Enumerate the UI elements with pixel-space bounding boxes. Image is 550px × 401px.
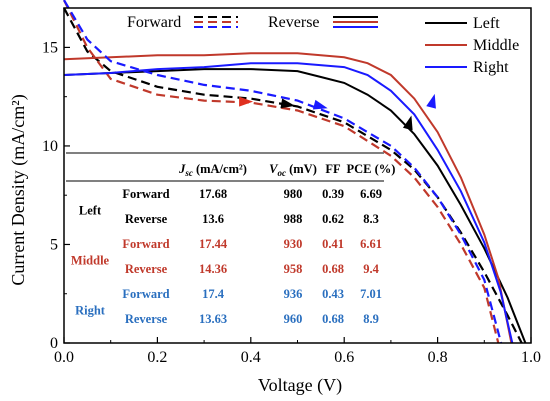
legend-forward-label: Forward <box>127 14 181 31</box>
table-cell-voc: 958 <box>284 262 303 276</box>
table-cell-jsc: 17.4 <box>202 287 225 301</box>
table-cell-ff: 0.43 <box>322 287 344 301</box>
table-cell-jsc: 17.68 <box>199 187 227 201</box>
table-group-middle: Middle <box>71 254 110 268</box>
y-tick-label: 15 <box>42 39 58 56</box>
right-forward-arrow <box>312 99 328 110</box>
table-cell-voc: 988 <box>284 212 303 226</box>
parameter-table: Jsc (mA/cm²) Voc (mV) FF PCE (%) Left Forward… <box>66 152 395 340</box>
table-cell-ff: 0.62 <box>322 212 344 226</box>
x-tick-label: 0.4 <box>241 349 261 366</box>
table-cell-pce: 8.3 <box>363 212 379 226</box>
table-cell-pce: 9.4 <box>363 262 379 276</box>
left-forward-arrow <box>280 98 296 109</box>
table-background <box>66 152 384 340</box>
table-header-pce: PCE (%) <box>347 162 396 176</box>
middle-reverse-curve <box>63 52 513 344</box>
table-cell-pce: 6.69 <box>360 187 382 201</box>
table-cell-voc: 960 <box>284 312 303 326</box>
x-tick-label: 0.2 <box>147 349 167 366</box>
table-cell-voc: 930 <box>284 237 303 251</box>
legend-right-label: Right <box>473 59 509 76</box>
y-tick-label: 0 <box>50 335 58 352</box>
x-tick-label: 0.8 <box>428 349 448 366</box>
y-tick-label: 5 <box>50 236 58 253</box>
middle-forward-arrow <box>239 96 254 107</box>
right-reverse-curve <box>63 62 514 344</box>
y-tick-label: 10 <box>42 138 58 155</box>
table-header-jsc: Jsc (mA/cm²) <box>178 162 247 178</box>
table-cell-scan: Forward <box>122 237 169 251</box>
table-header-voc: Voc (mV) <box>269 162 317 178</box>
legend-reverse-label: Reverse <box>268 14 320 31</box>
table-cell-scan: Reverse <box>125 212 168 226</box>
series-layer <box>63 0 527 344</box>
y-axis-title: Current Density (mA/cm²) <box>8 94 29 285</box>
right-forward-curve <box>63 0 503 344</box>
table-cell-pce: 7.01 <box>360 287 382 301</box>
table-cell-ff: 0.68 <box>322 262 344 276</box>
legend-left-label: Left <box>473 15 500 32</box>
table-cell-jsc: 17.44 <box>199 237 228 251</box>
left-reverse-arrow <box>402 115 413 131</box>
table-cell-pce: 8.9 <box>363 312 379 326</box>
x-tick-label: 0.6 <box>334 349 354 366</box>
table-cell-scan: Reverse <box>125 312 168 326</box>
table-cell-jsc: 13.6 <box>202 212 224 226</box>
table-group-left: Left <box>79 204 102 218</box>
table-header-ff: FF <box>325 162 341 176</box>
table-cell-scan: Forward <box>122 187 169 201</box>
table-cell-voc: 980 <box>284 187 303 201</box>
table-cell-ff: 0.68 <box>322 312 344 326</box>
table-cell-voc: 936 <box>284 287 303 301</box>
x-axis-title: Voltage (V) <box>258 375 342 396</box>
legend-middle-label: Middle <box>473 37 519 54</box>
right-reverse-arrow <box>426 93 436 109</box>
table-cell-jsc: 13.63 <box>199 312 227 326</box>
table-cell-scan: Reverse <box>125 262 168 276</box>
x-tick-label: 0.0 <box>54 349 74 366</box>
middle-forward-curve <box>63 0 500 344</box>
left-reverse-curve <box>63 68 527 344</box>
table-group-right: Right <box>75 304 106 318</box>
table-cell-ff: 0.41 <box>322 237 344 251</box>
x-tick-label: 1.0 <box>521 349 541 366</box>
axes: 0.0 0.2 0.4 0.6 0.8 1.0 0 5 10 15 <box>42 39 541 366</box>
legend: Forward Reverse Left Middle Right <box>127 14 519 76</box>
table-cell-scan: Forward <box>122 287 169 301</box>
table-cell-jsc: 14.36 <box>199 262 227 276</box>
table-cell-pce: 6.61 <box>360 237 382 251</box>
table-cell-ff: 0.39 <box>322 187 344 201</box>
